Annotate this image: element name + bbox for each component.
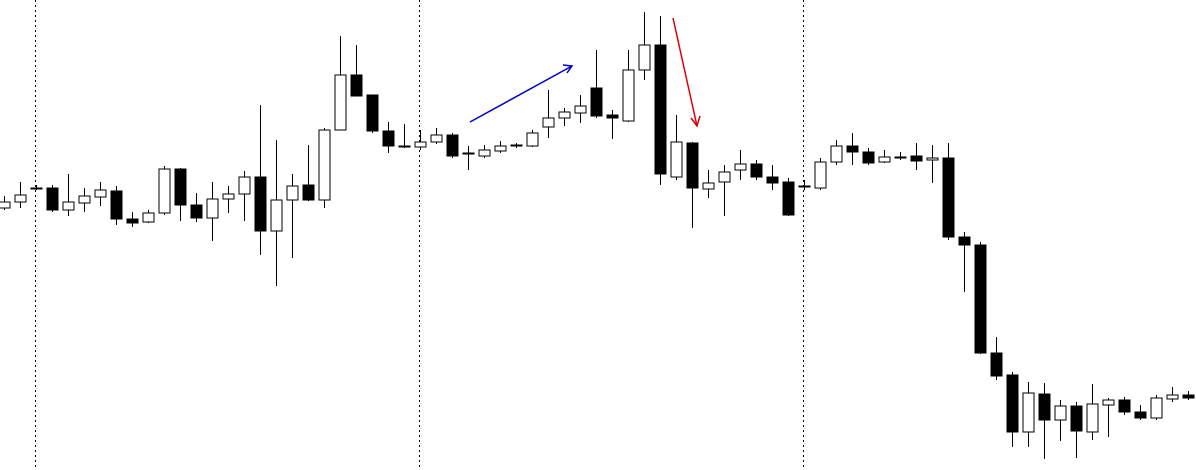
candle-body <box>1022 392 1035 433</box>
candle-body <box>782 181 795 216</box>
candle-body <box>350 74 363 97</box>
candle-body <box>0 201 11 209</box>
candle-body <box>830 145 843 163</box>
candle-body <box>1118 399 1131 413</box>
candle-body <box>622 69 635 122</box>
candle-body <box>1070 405 1083 432</box>
candle-body <box>1182 394 1195 399</box>
candle-body <box>1006 374 1019 433</box>
candle-body <box>206 198 219 219</box>
candle-body <box>462 152 475 155</box>
candle-body <box>334 74 347 131</box>
candle-body <box>270 199 283 232</box>
candle-body <box>318 129 331 201</box>
candle-body <box>974 244 987 354</box>
candle-body <box>414 141 427 148</box>
candle-body <box>1150 397 1163 419</box>
candle-body <box>686 142 699 189</box>
candle-body <box>398 145 411 148</box>
candle-body <box>926 157 939 161</box>
arrow-head <box>562 64 574 74</box>
candle-body <box>14 194 27 203</box>
candle-body <box>78 195 91 204</box>
candle-body <box>958 236 971 246</box>
candle-body <box>494 145 507 152</box>
candle-body <box>942 157 955 238</box>
candle-body <box>766 176 779 184</box>
candle-body <box>190 204 203 219</box>
candle-body <box>878 156 891 163</box>
candle-body <box>1102 399 1115 406</box>
candle-body <box>446 134 459 157</box>
candle-body <box>366 94 379 132</box>
candle-body <box>142 212 155 223</box>
candle-body <box>1166 394 1179 400</box>
candle-body <box>238 176 251 195</box>
candle-body <box>110 190 123 220</box>
candle-body <box>574 105 587 114</box>
candle-body <box>1038 393 1051 421</box>
arrow-shaft <box>469 65 573 123</box>
candle-body <box>94 189 107 198</box>
candle-body <box>558 111 571 119</box>
candle-body <box>174 168 187 206</box>
candle-body <box>254 176 267 232</box>
candle-body <box>430 134 443 143</box>
arrow-shaft <box>672 17 698 127</box>
candle-body <box>46 187 59 211</box>
candle-body <box>286 185 299 201</box>
candle-body <box>526 132 539 147</box>
candle-body <box>590 87 603 117</box>
candle-body <box>718 171 731 183</box>
candle-body <box>606 114 619 119</box>
candle-body <box>478 149 491 157</box>
candle-body <box>1054 405 1067 421</box>
candles <box>0 12 1195 459</box>
candle-body <box>654 44 667 175</box>
candle-body <box>1086 403 1099 433</box>
candle-body <box>910 155 923 162</box>
candle-body <box>798 185 811 188</box>
arrow-head <box>690 115 701 128</box>
candle-body <box>1134 411 1147 419</box>
candle-body <box>670 141 683 178</box>
candle-body <box>702 182 715 190</box>
candle-body <box>302 184 315 201</box>
candle-body <box>894 156 907 159</box>
candle-body <box>638 44 651 71</box>
candle-body <box>382 130 395 147</box>
candle-body <box>862 151 875 164</box>
candle-body <box>158 168 171 214</box>
candle-body <box>542 117 555 128</box>
candle-body <box>750 163 763 178</box>
candle-body <box>30 187 43 190</box>
candle-body <box>846 145 859 153</box>
candle-body <box>62 201 75 211</box>
candle-body <box>222 193 235 200</box>
candle-body <box>734 163 747 171</box>
candle-body <box>814 161 827 189</box>
candle-body <box>510 144 523 147</box>
candle-body <box>126 218 139 224</box>
arrow-up <box>469 64 574 123</box>
candle-body <box>990 352 1003 377</box>
arrow-down <box>672 17 701 128</box>
